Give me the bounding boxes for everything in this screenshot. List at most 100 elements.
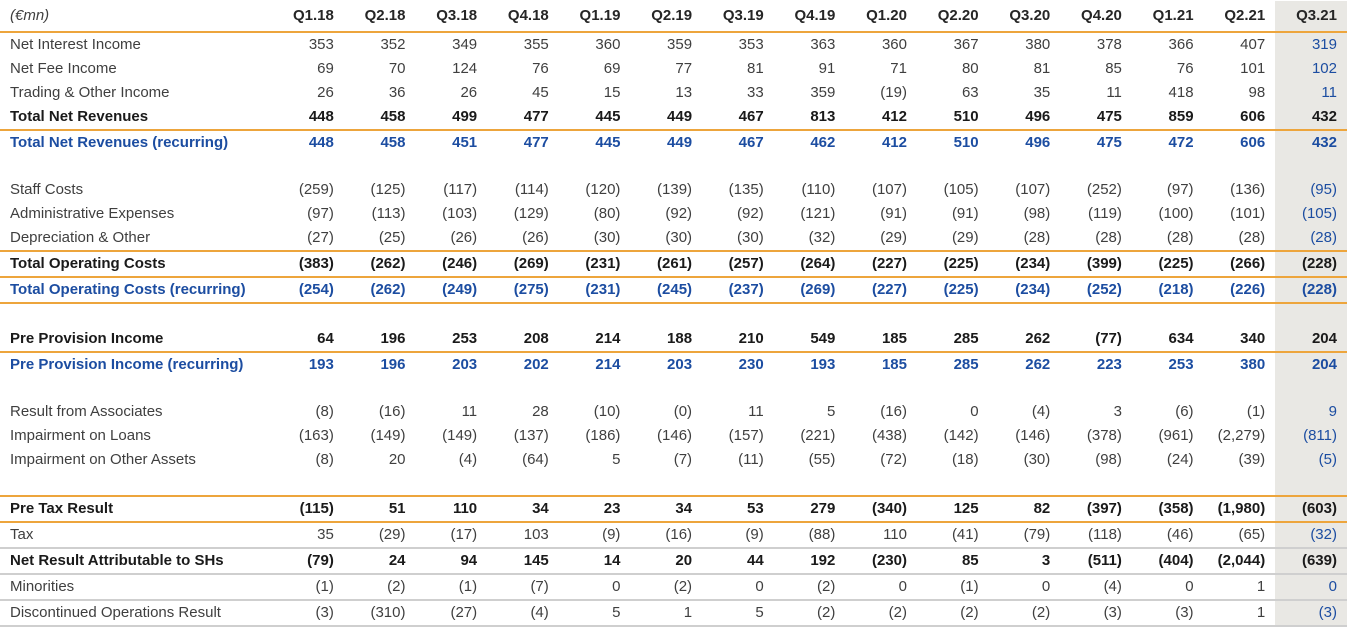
row-label: Pre Provision Income (recurring) (10, 356, 244, 373)
column-header-q1-21: Q1.21 (1131, 1, 1204, 33)
value-cell: 11 (748, 403, 764, 420)
value-cell: 418 (1168, 84, 1194, 101)
value-cell: 71 (890, 60, 907, 77)
value-cell: (3) (272, 600, 344, 627)
value-cell: 15 (603, 84, 621, 101)
value-cell: 125 (916, 495, 989, 523)
value-cell: (404) (1131, 548, 1204, 575)
value-cell: 445 (558, 105, 631, 131)
column-header-q4-18: Q4.18 (487, 1, 559, 33)
value-cell (487, 155, 559, 178)
value-cell: 20 (630, 548, 703, 575)
value-cell (1132, 377, 1204, 400)
value-cell: (105) (943, 181, 979, 198)
value-cell: 28 (532, 403, 549, 420)
value-cell: 85 (1105, 60, 1122, 77)
value-cell: 82 (988, 495, 1061, 523)
value-cell (1132, 155, 1204, 178)
value-cell: 24 (343, 548, 416, 575)
value-cell: (135) (728, 181, 764, 198)
value-cell: 285 (953, 356, 979, 373)
value-cell: (249) (415, 277, 488, 304)
value-cell: 449 (630, 105, 703, 131)
value-cell: 353 (308, 36, 334, 53)
value-cell: 366 (1168, 36, 1194, 53)
value-cell: 475 (1096, 134, 1122, 151)
value-cell: (46) (1131, 522, 1204, 549)
value-cell: (383) (272, 251, 344, 278)
value-cell: (310) (343, 600, 416, 627)
value-cell (344, 303, 416, 327)
table-row: Impairment on Other Assets (8) 20 (4) (64) 5 (… (0, 448, 1347, 472)
value-cell: 76 (1176, 60, 1194, 77)
value-cell: 110 (845, 522, 917, 549)
table-row: Staff Costs (259) (125) (117) (114) (120) (139… (0, 178, 1347, 202)
value-cell: (1,980) (1203, 495, 1276, 523)
value-cell: (98) (1023, 205, 1051, 222)
value-cell (487, 472, 559, 496)
value-cell: (28) (1060, 226, 1132, 252)
value-cell (1204, 155, 1276, 178)
value-cell: (18) (951, 451, 979, 468)
value-cell: 0 (1275, 574, 1347, 601)
value-cell: (261) (630, 251, 703, 278)
value-cell: (27) (415, 600, 488, 627)
value-cell: 64 (272, 327, 344, 353)
value-cell: (77) (1060, 327, 1132, 353)
value-cell: 349 (452, 36, 478, 53)
table-row: Depreciation & Other (27) (25) (26) (26) (30)… (0, 226, 1347, 252)
value-cell: (149) (370, 427, 406, 444)
value-cell: (1) (415, 574, 488, 601)
value-cell: 193 (308, 356, 334, 373)
value-cell: (26) (415, 226, 488, 252)
value-cell (845, 155, 917, 178)
value-cell: (4) (487, 600, 559, 627)
value-cell (344, 377, 416, 400)
value-cell: (961) (1158, 427, 1194, 444)
value-cell: (257) (702, 251, 774, 278)
table-row: Trading & Other Income 26 36 26 45 15 13 33 359 (… (0, 81, 1347, 105)
value-cell (416, 472, 488, 496)
value-cell: (2,044) (1203, 548, 1276, 575)
value-cell (702, 472, 774, 496)
value-cell (989, 472, 1061, 496)
value-cell: (252) (1086, 181, 1122, 198)
value-cell: (29) (845, 226, 917, 252)
value-cell (559, 377, 631, 400)
value-cell: 475 (1060, 105, 1132, 131)
value-cell: (55) (808, 451, 836, 468)
value-cell: 253 (1168, 356, 1194, 373)
value-cell: (228) (1275, 251, 1347, 278)
value-cell: (30) (558, 226, 631, 252)
value-cell: (8) (315, 451, 334, 468)
value-cell: (3) (1131, 600, 1204, 627)
value-cell: (118) (1060, 522, 1132, 549)
value-cell: (30) (630, 226, 703, 252)
value-cell (630, 377, 702, 400)
table-row: Impairment on Loans (163) (149) (149) (137) (… (0, 424, 1347, 448)
column-header-q2-21: Q2.21 (1203, 1, 1276, 33)
value-cell: (262) (343, 251, 416, 278)
value-cell: (228) (1275, 277, 1347, 304)
value-cell: (262) (343, 277, 416, 304)
table-row: Discontinued Operations Result (3) (310) (2… (0, 600, 1347, 627)
row-label: Impairment on Other Assets (10, 451, 196, 468)
value-cell: (142) (943, 427, 979, 444)
value-cell: (9) (558, 522, 631, 549)
value-cell (416, 303, 488, 327)
value-cell: (41) (916, 522, 989, 549)
value-cell: 499 (415, 105, 488, 131)
value-cell: 412 (845, 105, 917, 131)
value-cell: 367 (953, 36, 979, 53)
value-cell: 606 (1240, 134, 1266, 151)
value-cell: 352 (380, 36, 406, 53)
value-cell (344, 472, 416, 496)
value-cell: 110 (415, 495, 488, 523)
value-cell: 510 (953, 134, 979, 151)
value-cell: 279 (773, 495, 846, 523)
value-cell: (3) (1060, 600, 1132, 627)
value-cell: 204 (1275, 327, 1347, 353)
value-cell: 101 (1240, 60, 1266, 77)
value-cell: 203 (667, 356, 693, 373)
